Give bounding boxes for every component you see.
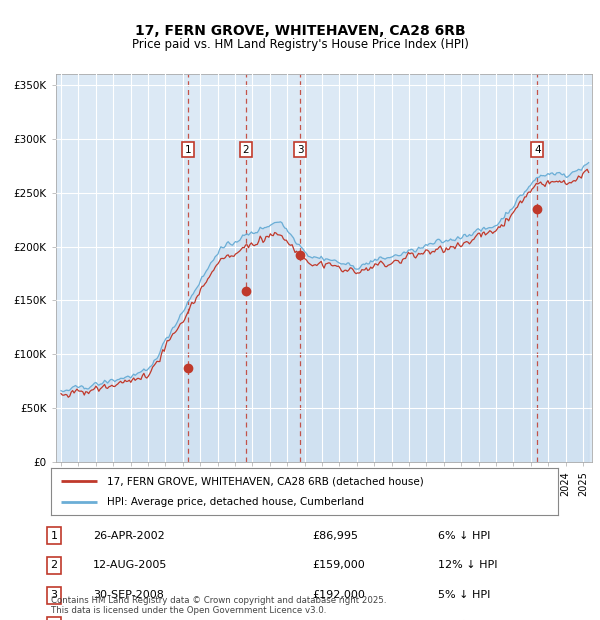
Text: 3: 3 xyxy=(50,590,58,600)
Text: 3: 3 xyxy=(297,144,304,155)
Text: 4: 4 xyxy=(534,144,541,155)
Text: £86,995: £86,995 xyxy=(312,531,358,541)
Text: £159,000: £159,000 xyxy=(312,560,365,570)
Text: 17, FERN GROVE, WHITEHAVEN, CA28 6RB: 17, FERN GROVE, WHITEHAVEN, CA28 6RB xyxy=(134,24,466,38)
Text: £192,000: £192,000 xyxy=(312,590,365,600)
Text: 1: 1 xyxy=(50,531,58,541)
Text: 12-AUG-2005: 12-AUG-2005 xyxy=(93,560,167,570)
Text: 17, FERN GROVE, WHITEHAVEN, CA28 6RB (detached house): 17, FERN GROVE, WHITEHAVEN, CA28 6RB (de… xyxy=(107,476,424,486)
Text: 12% ↓ HPI: 12% ↓ HPI xyxy=(438,560,497,570)
Text: 30-SEP-2008: 30-SEP-2008 xyxy=(93,590,164,600)
Text: 6% ↓ HPI: 6% ↓ HPI xyxy=(438,531,490,541)
Text: Contains HM Land Registry data © Crown copyright and database right 2025.
This d: Contains HM Land Registry data © Crown c… xyxy=(51,596,386,615)
Text: 5% ↓ HPI: 5% ↓ HPI xyxy=(438,590,490,600)
Text: 1: 1 xyxy=(185,144,191,155)
Text: 26-APR-2002: 26-APR-2002 xyxy=(93,531,165,541)
Text: 2: 2 xyxy=(242,144,249,155)
Text: Price paid vs. HM Land Registry's House Price Index (HPI): Price paid vs. HM Land Registry's House … xyxy=(131,38,469,51)
Text: 2: 2 xyxy=(50,560,58,570)
Text: HPI: Average price, detached house, Cumberland: HPI: Average price, detached house, Cumb… xyxy=(107,497,364,507)
